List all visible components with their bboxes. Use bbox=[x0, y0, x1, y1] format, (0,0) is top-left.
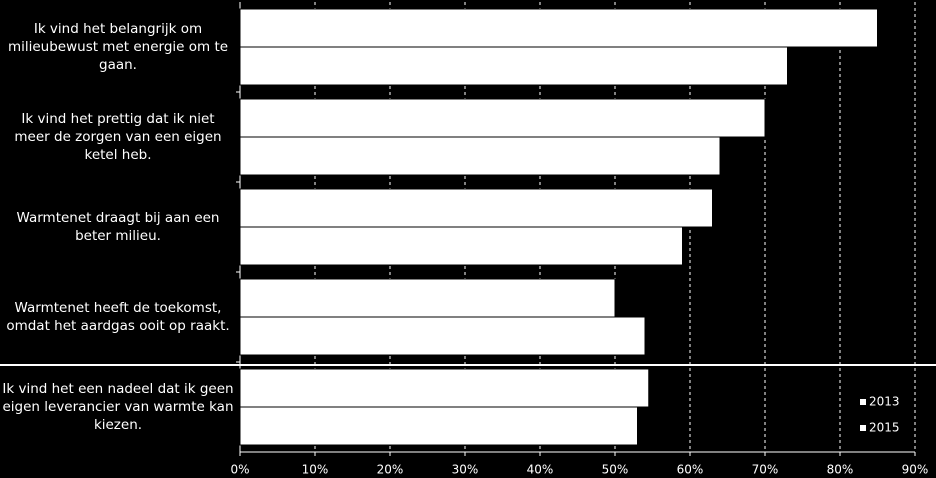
x-tick-label: 70% bbox=[752, 463, 779, 477]
category-label: Warmtenet heeft de toekomst, omdat het a… bbox=[6, 300, 230, 334]
x-tick-label: 0% bbox=[230, 463, 249, 477]
x-tick-label: 30% bbox=[452, 463, 479, 477]
x-tick-label: 50% bbox=[602, 463, 629, 477]
category-label: Ik vind het een nadeel dat ik geen eigen… bbox=[2, 381, 234, 433]
bar bbox=[239, 406, 638, 446]
bar bbox=[239, 226, 683, 266]
category-label: Ik vind het prettig dat ik niet meer de … bbox=[14, 111, 222, 163]
bar bbox=[239, 278, 616, 318]
bar bbox=[239, 8, 878, 48]
bar bbox=[239, 98, 766, 138]
x-tick-label: 10% bbox=[302, 463, 329, 477]
x-tick-label: 90% bbox=[902, 463, 929, 477]
x-tick-label: 20% bbox=[377, 463, 404, 477]
bar bbox=[239, 188, 713, 228]
bar bbox=[239, 136, 721, 176]
legend-swatch bbox=[860, 399, 866, 405]
bar bbox=[239, 368, 650, 408]
x-tick-label: 80% bbox=[827, 463, 854, 477]
x-tick-label: 60% bbox=[677, 463, 704, 477]
category-label: Ik vind het belangrijk om milieubewust m… bbox=[7, 21, 229, 73]
x-tick-label: 40% bbox=[527, 463, 554, 477]
category-label: Warmtenet draagt bij aan een beter milie… bbox=[16, 210, 220, 244]
bar bbox=[239, 46, 788, 86]
legend-swatch bbox=[860, 425, 866, 431]
legend-label: 2015 bbox=[869, 421, 900, 435]
bar bbox=[239, 316, 646, 356]
legend-label: 2013 bbox=[869, 395, 900, 409]
